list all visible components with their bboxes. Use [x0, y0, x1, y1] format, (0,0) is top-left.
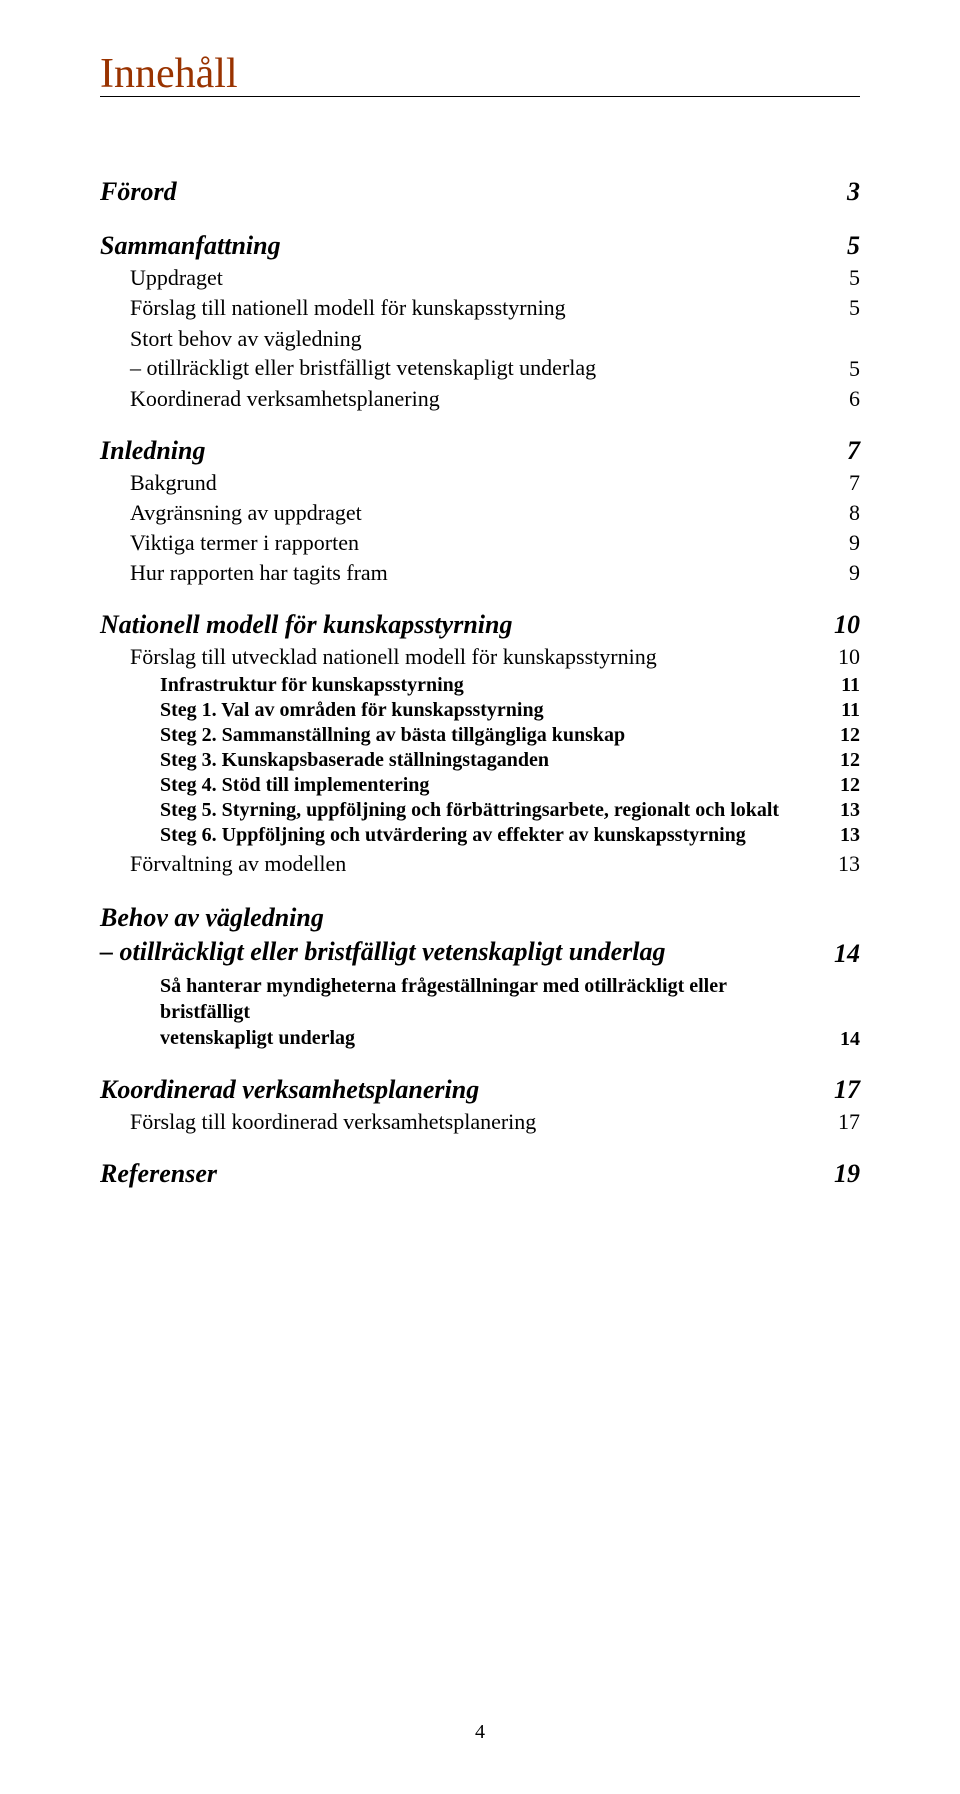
toc-h3-item: Steg 3. Kunskapsbaserade ställningstagan…: [100, 749, 860, 772]
toc-h1-referenser: Referenser 19: [100, 1159, 860, 1189]
toc-h1-inledning: Inledning 7: [100, 436, 860, 466]
toc-label: Stort behov av vägledning – otillräcklig…: [130, 325, 849, 382]
toc-page-num: 9: [849, 560, 860, 586]
toc-page-num: 12: [840, 774, 860, 797]
toc-h1-forord: Förord 3: [100, 177, 860, 207]
toc-page-num: 14: [834, 939, 860, 969]
toc-label: Förord: [100, 177, 847, 207]
toc-label: Behov av vägledning – otillräckligt elle…: [100, 901, 834, 969]
toc-h1-sammanfattning: Sammanfattning 5: [100, 231, 860, 261]
toc-h3-item: Steg 2. Sammanställning av bästa tillgän…: [100, 724, 860, 747]
toc-page-num: 11: [841, 699, 860, 722]
toc-h2-item: Viktiga termer i rapporten 9: [100, 530, 860, 556]
toc-page-num: 17: [834, 1075, 860, 1105]
toc-h1-koordinerad: Koordinerad verksamhetsplanering 17: [100, 1075, 860, 1105]
toc-page-num: 14: [840, 1028, 860, 1051]
toc-h2-item: Stort behov av vägledning – otillräcklig…: [100, 325, 860, 382]
toc-page-num: 19: [834, 1159, 860, 1189]
toc-page-num: 12: [840, 724, 860, 747]
toc-page-num: 17: [838, 1109, 860, 1135]
toc-label: Steg 3. Kunskapsbaserade ställningstagan…: [160, 749, 840, 772]
toc-h3-item: Steg 5. Styrning, uppföljning och förbät…: [100, 799, 860, 822]
toc-label: Steg 5. Styrning, uppföljning och förbät…: [160, 799, 840, 822]
toc-page-num: 5: [849, 265, 860, 291]
toc-label: Uppdraget: [130, 265, 849, 291]
toc-h2-item: Förslag till utvecklad nationell modell …: [100, 644, 860, 670]
toc-h1-nationell: Nationell modell för kunskapsstyrning 10: [100, 610, 860, 640]
toc-h3-item: Steg 6. Uppföljning och utvärdering av e…: [100, 824, 860, 847]
toc-label: Inledning: [100, 436, 847, 466]
toc-label: Nationell modell för kunskapsstyrning: [100, 610, 834, 640]
toc-label: Steg 1. Val av områden för kunskapsstyrn…: [160, 699, 841, 722]
toc-page-num: 9: [849, 530, 860, 556]
toc-h3-item: Infrastruktur för kunskapsstyrning 11: [100, 674, 860, 697]
toc-h3-item: Steg 1. Val av områden för kunskapsstyrn…: [100, 699, 860, 722]
toc-h3-item: Så hanterar myndigheterna frågeställning…: [100, 973, 860, 1051]
toc-label: Hur rapporten har tagits fram: [130, 560, 849, 586]
toc-page-num: 5: [847, 231, 860, 261]
toc-page-num: 5: [849, 356, 860, 382]
toc-h2-item: Uppdraget 5: [100, 265, 860, 291]
toc-label: Referenser: [100, 1159, 834, 1189]
page-title: Innehåll: [100, 50, 860, 98]
toc-label: Så hanterar myndigheterna frågeställning…: [160, 973, 840, 1051]
toc-page-num: 8: [849, 500, 860, 526]
toc-label: Koordinerad verksamhetsplanering: [100, 1075, 834, 1105]
page-number: 4: [0, 1721, 960, 1744]
toc-page-num: 11: [841, 674, 860, 697]
toc-page-num: 10: [838, 644, 860, 670]
toc-h2-item: Förslag till koordinerad verksamhetsplan…: [100, 1109, 860, 1135]
toc-label: Förvaltning av modellen: [130, 851, 838, 877]
toc-page: Innehåll Förord 3 Sammanfattning 5 Uppdr…: [0, 0, 960, 1189]
toc-h2-item: Bakgrund 7: [100, 470, 860, 496]
toc-label: Förslag till koordinerad verksamhetsplan…: [130, 1109, 838, 1135]
toc-page-num: 10: [834, 610, 860, 640]
toc-label: Infrastruktur för kunskapsstyrning: [160, 674, 841, 697]
toc-h1-behov: Behov av vägledning – otillräckligt elle…: [100, 901, 860, 969]
toc-page-num: 7: [849, 470, 860, 496]
toc-h2-item: Hur rapporten har tagits fram 9: [100, 560, 860, 586]
toc-h2-item: Avgränsning av uppdraget 8: [100, 500, 860, 526]
toc-label: Avgränsning av uppdraget: [130, 500, 849, 526]
toc-label: Steg 4. Stöd till implementering: [160, 774, 840, 797]
toc-page-num: 6: [849, 386, 860, 412]
toc-label: Koordinerad verksamhetsplanering: [130, 386, 849, 412]
toc-page-num: 5: [849, 295, 860, 321]
toc-label: Steg 6. Uppföljning och utvärdering av e…: [160, 824, 840, 847]
toc-label: Förslag till nationell modell för kunska…: [130, 295, 849, 321]
toc-page-num: 12: [840, 749, 860, 772]
toc-h3-item: Steg 4. Stöd till implementering 12: [100, 774, 860, 797]
toc-label: Bakgrund: [130, 470, 849, 496]
toc-page-num: 13: [840, 799, 860, 822]
toc-page-num: 13: [840, 824, 860, 847]
toc-label: Viktiga termer i rapporten: [130, 530, 849, 556]
toc-page-num: 3: [847, 177, 860, 207]
toc-page-num: 13: [838, 851, 860, 877]
toc-h2-item: Koordinerad verksamhetsplanering 6: [100, 386, 860, 412]
toc-page-num: 7: [847, 436, 860, 466]
toc-label: Steg 2. Sammanställning av bästa tillgän…: [160, 724, 840, 747]
toc-h2-item: Förslag till nationell modell för kunska…: [100, 295, 860, 321]
toc-label: Sammanfattning: [100, 231, 847, 261]
toc-label: Förslag till utvecklad nationell modell …: [130, 644, 838, 670]
toc-h2-item: Förvaltning av modellen 13: [100, 851, 860, 877]
